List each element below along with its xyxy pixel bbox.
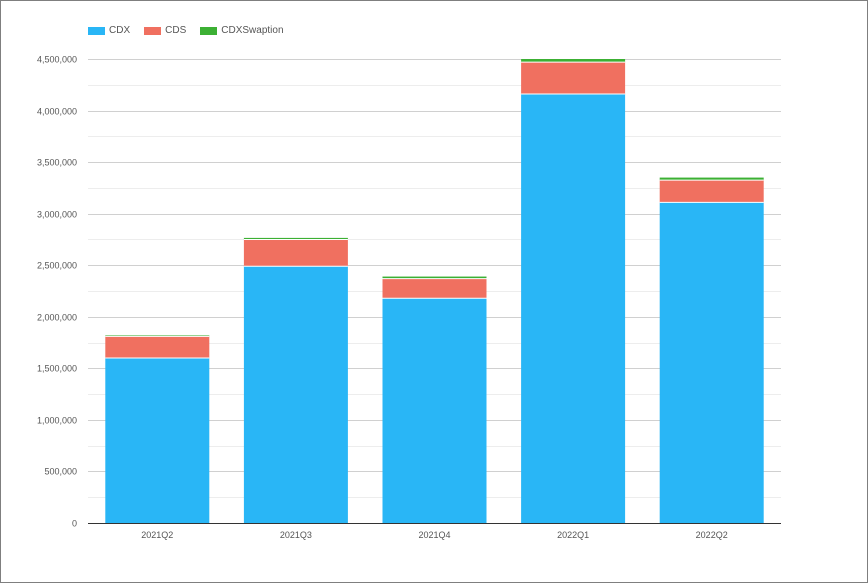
y-tick-label: 4,500,000 xyxy=(37,55,77,65)
bar-cds-2021q2[interactable] xyxy=(105,336,210,359)
y-tick-label: 2,000,000 xyxy=(37,313,77,323)
y-tick-label: 500,000 xyxy=(44,467,77,477)
bar-cds-2022q1[interactable] xyxy=(521,62,626,95)
legend-item-cdx[interactable]: CDX xyxy=(88,25,130,36)
bar-cdx-2022q1[interactable] xyxy=(521,94,626,524)
y-tick-label: 3,500,000 xyxy=(37,158,77,168)
x-tick-label: 2022Q1 xyxy=(557,530,589,540)
legend-swatch-cdx xyxy=(88,26,105,35)
bar-cds-2021q3[interactable] xyxy=(243,239,348,267)
x-tick-label: 2021Q2 xyxy=(141,530,173,540)
y-tick-label: 4,000,000 xyxy=(37,107,77,117)
bar-cdx-2021q3[interactable] xyxy=(243,266,348,523)
bar-cdxswaption-2021q2[interactable] xyxy=(105,335,210,337)
legend-swatch-cds xyxy=(144,26,162,35)
x-tick-label: 2021Q3 xyxy=(280,530,312,540)
chart-legend: CDX CDS CDXSwaption xyxy=(88,25,298,36)
legend-label-cdx: CDX xyxy=(109,25,131,36)
y-tick-label: 1,000,000 xyxy=(37,416,77,426)
bar-cdx-2021q2[interactable] xyxy=(105,358,210,523)
bar-cdxswaption-2022q2[interactable] xyxy=(659,177,764,181)
legend-label-cdxswaption: CDXSwaption xyxy=(221,25,284,36)
bar-cdxswaption-2022q1[interactable] xyxy=(521,59,626,63)
bar-cdxswaption-2021q4[interactable] xyxy=(382,276,487,279)
bars xyxy=(105,59,764,524)
legend-label-cds: CDS xyxy=(165,25,187,36)
bar-cds-2021q4[interactable] xyxy=(382,278,487,299)
y-tick-label: 1,500,000 xyxy=(37,364,77,374)
legend-item-cds[interactable]: CDS xyxy=(144,25,186,36)
bar-cdxswaption-2021q3[interactable] xyxy=(243,237,348,240)
x-tick-label: 2021Q4 xyxy=(418,530,450,540)
y-tick-label: 3,000,000 xyxy=(37,210,77,220)
bar-cds-2022q2[interactable] xyxy=(659,180,764,203)
x-tick-label: 2022Q2 xyxy=(696,530,728,540)
y-tick-label: 0 xyxy=(72,519,77,529)
legend-item-cdxswaption[interactable]: CDXSwaption xyxy=(200,25,284,36)
bar-cdx-2021q4[interactable] xyxy=(382,298,487,523)
legend-swatch-cdxswaption xyxy=(200,26,218,35)
y-tick-label: 2,500,000 xyxy=(37,261,77,271)
bar-cdx-2022q2[interactable] xyxy=(659,202,764,523)
axes: 0 500,000 1,000,000 1,500,000 2,000,000 2,500… xyxy=(37,55,781,540)
